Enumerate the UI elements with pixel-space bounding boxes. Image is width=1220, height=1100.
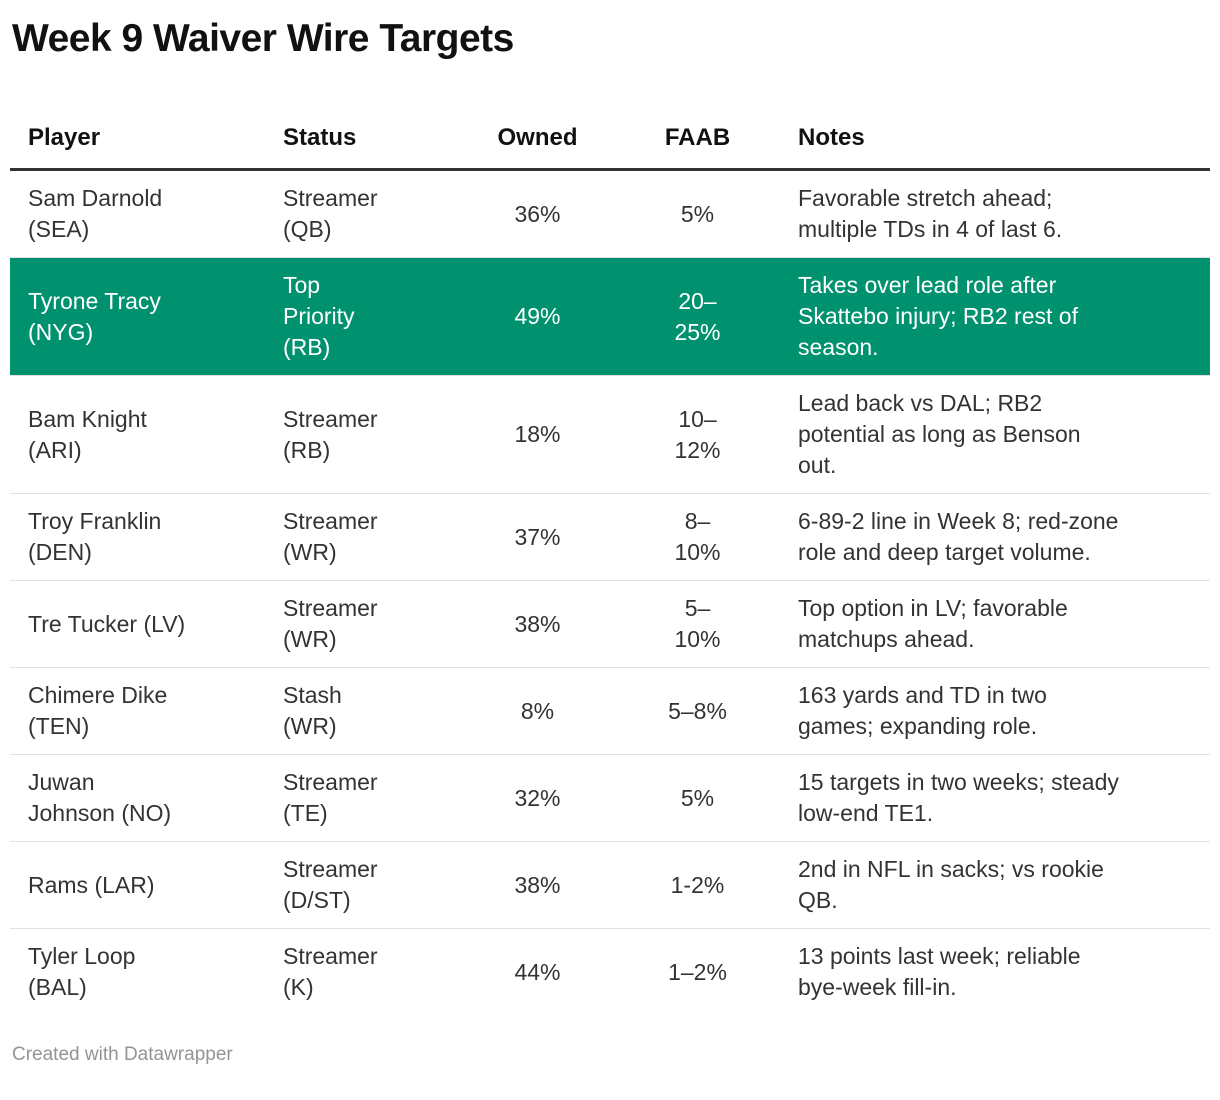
cell-faab: 1-2% bbox=[670, 871, 725, 898]
cell-notes: 6-89-2 line in Week 8; red-zone role and… bbox=[798, 508, 1119, 565]
cell-player: Juwan Johnson (NO) bbox=[28, 769, 172, 826]
table-row: Tyrone Tracy (NYG) Top Priority (RB) 49%… bbox=[10, 257, 1210, 376]
cell-status: Streamer (D/ST) bbox=[283, 856, 378, 913]
cell-faab: 5–8% bbox=[668, 697, 727, 724]
cell-player: Troy Franklin (DEN) bbox=[28, 508, 162, 565]
col-header-status: Status bbox=[265, 62, 425, 171]
cell-notes: 15 targets in two weeks; steady low-end … bbox=[798, 769, 1119, 826]
cell-player: Chimere Dike (TEN) bbox=[28, 682, 168, 739]
table-row: Tyler Loop (BAL) Streamer (K) 44% 1–2% 1… bbox=[10, 929, 1210, 1016]
cell-notes: 2nd in NFL in sacks; vs rookie QB. bbox=[798, 856, 1104, 913]
table-row: Bam Knight (ARI) Streamer (RB) 18% 10– 1… bbox=[10, 376, 1210, 494]
cell-owned: 32% bbox=[514, 784, 561, 811]
cell-faab: 5% bbox=[680, 200, 715, 227]
table-row: Troy Franklin (DEN) Streamer (WR) 37% 8–… bbox=[10, 494, 1210, 581]
cell-faab: 20– 25% bbox=[674, 287, 721, 345]
cell-player: Sam Darnold (SEA) bbox=[28, 185, 163, 242]
cell-status: Streamer (RB) bbox=[283, 405, 378, 463]
cell-notes: Top option in LV; favorable matchups ahe… bbox=[798, 595, 1068, 652]
cell-player: Tyrone Tracy (NYG) bbox=[28, 287, 161, 345]
cell-owned: 44% bbox=[514, 958, 561, 985]
footer: Created with Datawrapper bbox=[12, 1043, 1210, 1067]
cell-notes: 163 yards and TD in two games; expanding… bbox=[798, 682, 1047, 739]
cell-status: Streamer (TE) bbox=[283, 769, 378, 826]
table-row: Tre Tucker (LV) Streamer (WR) 38% 5– 10%… bbox=[10, 581, 1210, 668]
cell-status: Streamer (WR) bbox=[283, 595, 378, 652]
table-row: Juwan Johnson (NO) Streamer (TE) 32% 5% … bbox=[10, 755, 1210, 842]
cell-status: Top Priority (RB) bbox=[283, 272, 355, 360]
datawrapper-credit[interactable]: Created with Datawrapper bbox=[12, 1044, 233, 1065]
cell-faab: 5% bbox=[680, 784, 715, 811]
cell-player: Tyler Loop (BAL) bbox=[28, 943, 136, 1000]
cell-owned: 36% bbox=[514, 200, 561, 227]
cell-faab: 10– 12% bbox=[674, 405, 721, 463]
cell-status: Streamer (K) bbox=[283, 943, 378, 1000]
chart-title: Week 9 Waiver Wire Targets bbox=[12, 17, 514, 60]
cell-owned: 37% bbox=[514, 523, 561, 550]
cell-owned: 18% bbox=[514, 421, 561, 447]
cell-owned: 8% bbox=[520, 697, 555, 724]
cell-notes: Takes over lead role after Skattebo inju… bbox=[798, 272, 1078, 360]
cell-status: Stash (WR) bbox=[283, 682, 342, 739]
col-header-owned: Owned bbox=[425, 62, 650, 171]
cell-player: Tre Tucker (LV) bbox=[28, 610, 186, 637]
cell-player: Rams (LAR) bbox=[28, 871, 155, 898]
waiver-table: Player Status Owned FAAB Notes Sam Darno… bbox=[10, 62, 1210, 1015]
col-header-player: Player bbox=[10, 62, 265, 171]
cell-faab: 1–2% bbox=[668, 958, 727, 985]
table-body: Sam Darnold (SEA) Streamer (QB) 36% 5% F… bbox=[10, 170, 1210, 1016]
cell-owned: 38% bbox=[514, 871, 561, 898]
chart-container: Week 9 Waiver Wire Targets Player Status… bbox=[0, 16, 1220, 1067]
table-row: Sam Darnold (SEA) Streamer (QB) 36% 5% F… bbox=[10, 170, 1210, 258]
cell-faab: 5– 10% bbox=[674, 595, 721, 652]
cell-player: Bam Knight (ARI) bbox=[28, 405, 147, 463]
col-header-notes: Notes bbox=[745, 62, 1210, 171]
col-header-faab: FAAB bbox=[650, 62, 745, 171]
cell-notes: Lead back vs DAL; RB2 potential as long … bbox=[798, 390, 1081, 478]
cell-status: Streamer (WR) bbox=[283, 508, 378, 565]
cell-notes: Favorable stretch ahead; multiple TDs in… bbox=[798, 185, 1063, 242]
header-row: Player Status Owned FAAB Notes bbox=[10, 62, 1210, 171]
table-row: Rams (LAR) Streamer (D/ST) 38% 1-2% 2nd … bbox=[10, 842, 1210, 929]
cell-owned: 38% bbox=[514, 610, 561, 637]
table-row: Chimere Dike (TEN) Stash (WR) 8% 5–8% 16… bbox=[10, 668, 1210, 755]
cell-notes: 13 points last week; reliable bye-week f… bbox=[798, 943, 1081, 1000]
cell-owned: 49% bbox=[514, 303, 561, 329]
cell-status: Streamer (QB) bbox=[283, 185, 378, 242]
cell-faab: 8– 10% bbox=[674, 508, 721, 565]
